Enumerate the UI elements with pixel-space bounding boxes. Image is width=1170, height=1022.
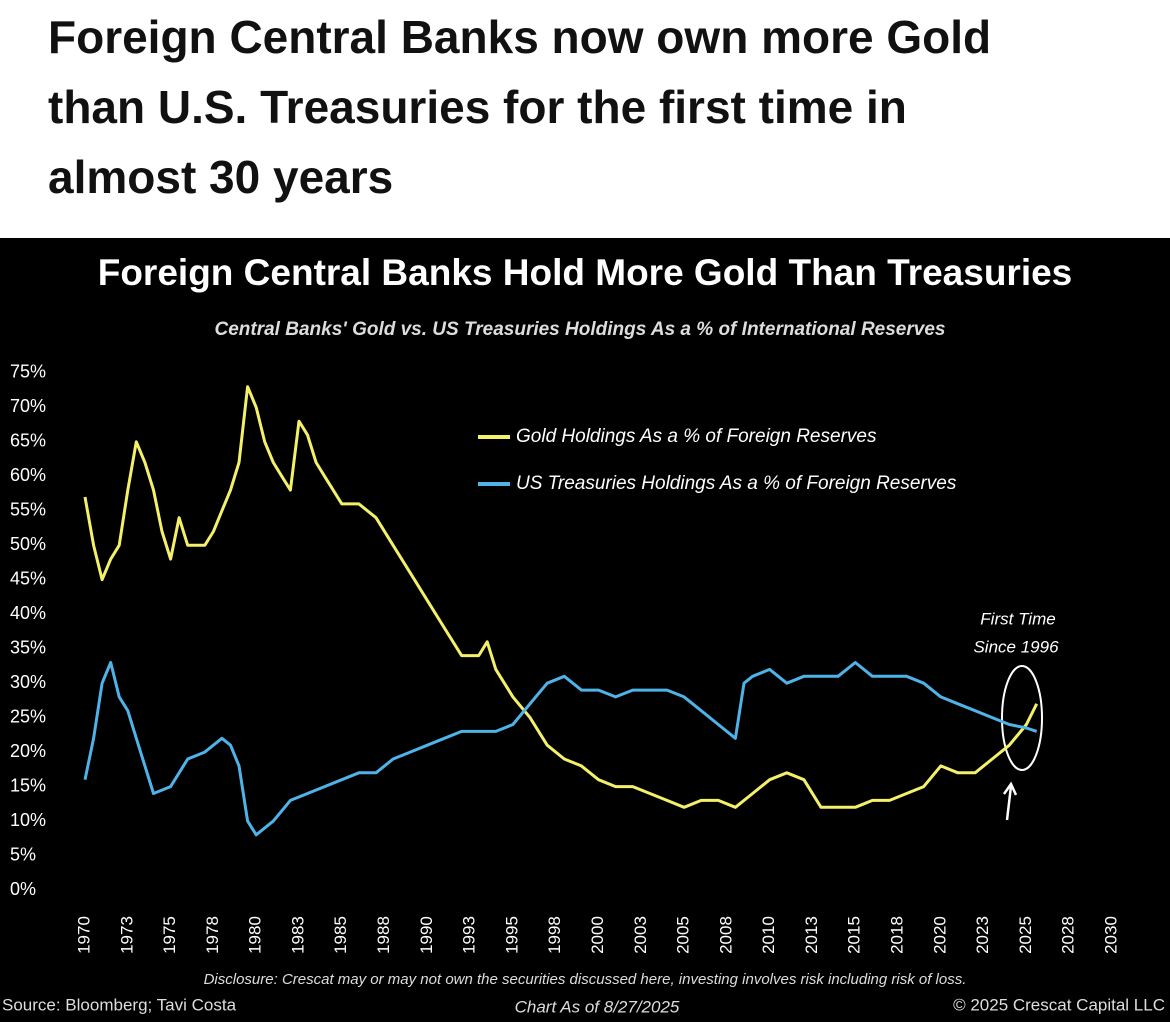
x-tick-label: 2030	[1101, 916, 1120, 954]
x-tick-label: 1993	[460, 916, 479, 954]
y-tick-label: 5%	[10, 844, 36, 864]
y-tick-label: 60%	[10, 465, 46, 485]
x-tick-label: 2008	[716, 916, 735, 954]
x-tick-label: 2010	[759, 916, 778, 954]
y-tick-label: 20%	[10, 741, 46, 761]
x-tick-label: 1973	[117, 916, 136, 954]
copyright: © 2025 Crescat Capital LLC	[953, 995, 1165, 1014]
y-tick-label: 25%	[10, 706, 46, 726]
x-tick-label: 1995	[502, 916, 521, 954]
disclosure: Disclosure: Crescat may or may not own t…	[204, 971, 967, 988]
x-tick-label: 1975	[160, 916, 179, 954]
x-tick-label: 1980	[246, 916, 265, 954]
x-tick-label: 1988	[374, 916, 393, 954]
y-tick-label: 0%	[10, 879, 36, 899]
x-tick-label: 1978	[203, 916, 222, 954]
x-tick-label: 2013	[802, 916, 821, 954]
y-tick-label: 40%	[10, 603, 46, 623]
x-tick-label: 2000	[588, 916, 607, 954]
highlight-ellipse	[1001, 665, 1043, 771]
y-tick-label: 35%	[10, 637, 46, 657]
y-tick-label: 55%	[10, 500, 46, 520]
legend-label: Gold Holdings As a % of Foreign Reserves	[516, 426, 877, 447]
x-tick-label: 2005	[674, 916, 693, 954]
annotation: Since 1996	[973, 637, 1059, 656]
y-tick-label: 45%	[10, 568, 46, 588]
x-tick-label: 2020	[930, 916, 949, 954]
annotation: First Time	[980, 609, 1055, 628]
x-tick-label: 2028	[1059, 916, 1078, 954]
arrow	[1005, 785, 1013, 821]
x-tick-label: 2018	[888, 916, 907, 954]
x-tick-label: 2015	[845, 916, 864, 954]
legend-label: US Treasuries Holdings As a % of Foreign…	[516, 473, 957, 494]
chart-subtitle: Central Banks' Gold vs. US Treasuries Ho…	[215, 319, 946, 340]
y-tick-label: 10%	[10, 810, 46, 830]
x-tick-label: 1998	[545, 916, 564, 954]
y-tick-label: 70%	[10, 396, 46, 416]
arrow-head	[1002, 781, 1018, 796]
y-tick-label: 15%	[10, 775, 46, 795]
chart: Foreign Central Banks Hold More Gold Tha…	[0, 238, 1170, 1022]
chart-date: Chart As of 8/27/2025	[515, 997, 680, 1016]
x-tick-label: 1985	[331, 916, 350, 954]
chart-background	[0, 238, 1170, 1022]
series-line	[83, 385, 1039, 809]
x-tick-label: 1990	[417, 916, 436, 954]
x-tick-label: 1970	[74, 916, 93, 954]
y-tick-label: 75%	[10, 362, 46, 382]
y-tick-label: 65%	[10, 431, 46, 451]
source: Source: Bloomberg; Tavi Costa	[2, 995, 237, 1014]
y-tick-label: 50%	[10, 534, 46, 554]
x-tick-label: 2023	[973, 916, 992, 954]
series-line	[83, 661, 1038, 837]
x-tick-label: 2025	[1016, 916, 1035, 954]
chart-title: Foreign Central Banks Hold More Gold Tha…	[98, 252, 1073, 293]
y-tick-label: 30%	[10, 672, 46, 692]
x-tick-label: 2003	[631, 916, 650, 954]
x-tick-label: 1983	[288, 916, 307, 954]
headline: Foreign Central Banks now own more Gold …	[48, 11, 992, 203]
